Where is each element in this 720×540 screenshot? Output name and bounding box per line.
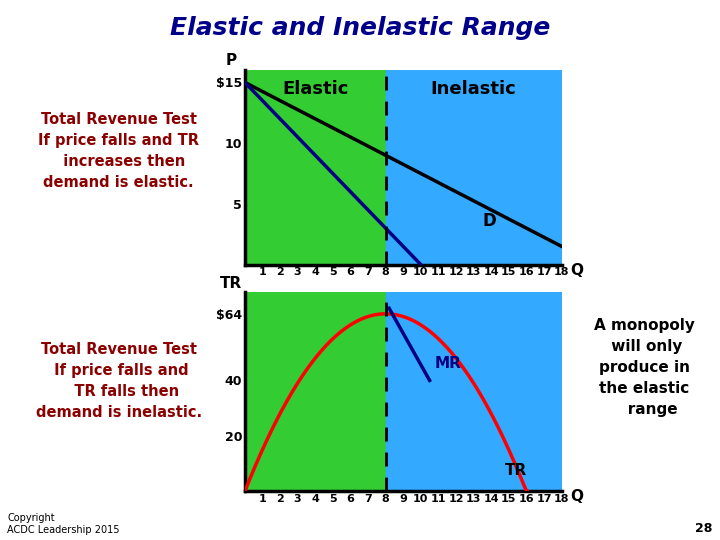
Text: Total Revenue Test
If price falls and TR
  increases then
demand is elastic.: Total Revenue Test If price falls and TR… <box>38 112 199 190</box>
Bar <box>386 292 562 491</box>
Text: A monopoly
 will only
produce in
the elastic
   range: A monopoly will only produce in the elas… <box>594 318 695 417</box>
Text: P: P <box>225 53 236 68</box>
Text: Total Revenue Test
 If price falls and
   TR falls then
demand is inelastic.: Total Revenue Test If price falls and TR… <box>36 342 202 420</box>
Text: TR: TR <box>505 463 528 478</box>
Text: Elastic: Elastic <box>282 80 348 98</box>
Text: MR: MR <box>435 356 462 372</box>
Text: 28: 28 <box>696 522 713 535</box>
Text: TR: TR <box>220 276 242 291</box>
Bar <box>245 70 386 265</box>
Text: D: D <box>482 212 496 230</box>
Text: Inelastic: Inelastic <box>431 80 516 98</box>
Text: Elastic and Inelastic Range: Elastic and Inelastic Range <box>170 16 550 40</box>
Bar <box>386 70 562 265</box>
Text: Copyright
ACDC Leadership 2015: Copyright ACDC Leadership 2015 <box>7 513 120 535</box>
Bar <box>245 292 386 491</box>
Text: Q: Q <box>570 263 583 278</box>
Text: Q: Q <box>570 489 583 504</box>
